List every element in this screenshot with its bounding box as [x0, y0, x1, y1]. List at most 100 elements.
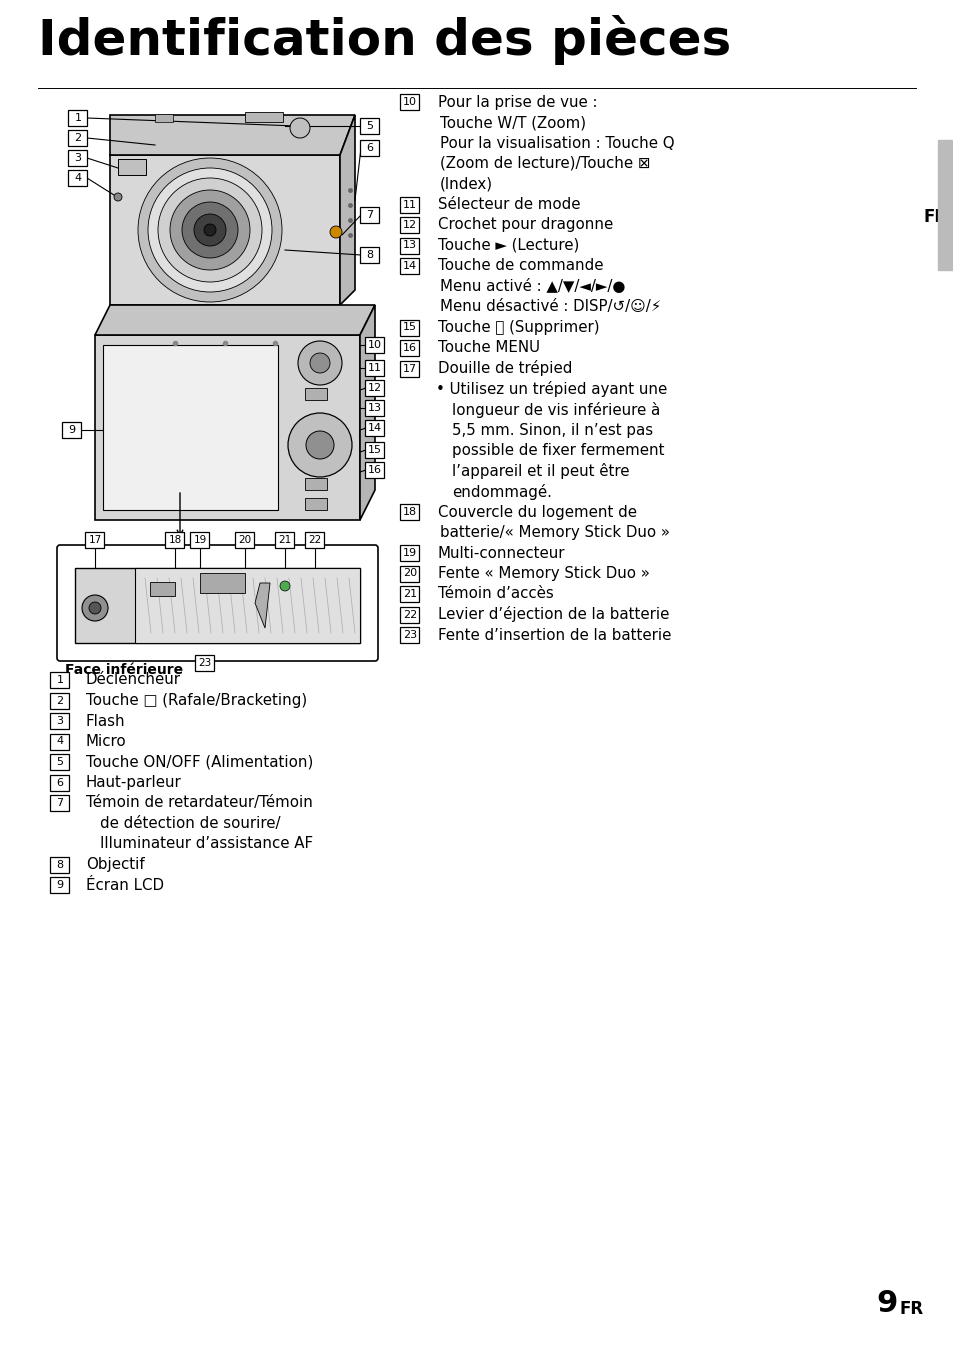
Circle shape [310, 352, 330, 373]
Circle shape [288, 413, 352, 477]
Text: 6: 6 [56, 777, 64, 788]
Text: Sélecteur de mode: Sélecteur de mode [437, 196, 579, 213]
Text: 4: 4 [74, 174, 81, 183]
Text: Touche ON/OFF (Alimentation): Touche ON/OFF (Alimentation) [86, 755, 313, 769]
Bar [400, 258, 419, 274]
Bar [51, 693, 70, 709]
Text: Levier d’éjection de la batterie: Levier d’éjection de la batterie [437, 607, 669, 623]
Text: Menu désactivé : DISP/↺/☺/⚡: Menu désactivé : DISP/↺/☺/⚡ [439, 300, 660, 315]
Text: 5: 5 [366, 121, 374, 130]
Text: FR: FR [899, 1301, 923, 1318]
Text: 4: 4 [56, 737, 64, 746]
Text: 10: 10 [368, 340, 381, 350]
Circle shape [204, 225, 215, 235]
Text: de détection de sourire/: de détection de sourire/ [100, 816, 280, 831]
Text: Couvercle du logement de: Couvercle du logement de [437, 504, 637, 519]
Text: Fente d’insertion de la batterie: Fente d’insertion de la batterie [437, 628, 671, 643]
Bar [51, 713, 70, 729]
Bar [51, 755, 70, 769]
Bar [51, 775, 70, 791]
Bar [51, 733, 70, 749]
Text: l’appareil et il peut être: l’appareil et il peut être [452, 463, 629, 479]
Text: 19: 19 [402, 547, 416, 558]
Text: Objectif: Objectif [86, 857, 145, 872]
Circle shape [182, 202, 237, 258]
Text: 9: 9 [876, 1289, 897, 1318]
Text: 13: 13 [402, 241, 416, 250]
Bar [69, 151, 88, 165]
Polygon shape [110, 155, 339, 305]
Circle shape [89, 603, 101, 615]
Bar [51, 877, 70, 893]
Bar [400, 340, 419, 356]
Bar [69, 130, 88, 147]
Polygon shape [254, 582, 270, 628]
Text: Touche MENU: Touche MENU [437, 340, 539, 355]
Bar [200, 573, 245, 593]
Polygon shape [339, 116, 355, 305]
Text: 18: 18 [168, 535, 181, 545]
Bar [365, 420, 384, 436]
Bar [165, 533, 184, 547]
Text: 21: 21 [402, 589, 416, 599]
Text: 7: 7 [56, 798, 64, 808]
Text: Douille de trépied: Douille de trépied [437, 360, 572, 377]
Bar [365, 381, 384, 395]
Text: 15: 15 [402, 323, 416, 332]
Text: 21: 21 [278, 535, 292, 545]
Text: 17: 17 [89, 535, 102, 545]
Bar [400, 607, 419, 623]
Text: Témoin de retardateur/Témoin: Témoin de retardateur/Témoin [86, 795, 313, 811]
Text: 12: 12 [402, 221, 416, 230]
Bar [69, 110, 88, 126]
Circle shape [170, 190, 250, 270]
Polygon shape [95, 305, 375, 335]
Text: Touche 🗑 (Supprimer): Touche 🗑 (Supprimer) [437, 320, 599, 335]
Bar [400, 238, 419, 253]
Text: 11: 11 [368, 363, 381, 373]
Text: 22: 22 [308, 535, 321, 545]
Bar [154, 114, 172, 122]
Text: Haut-parleur: Haut-parleur [86, 775, 182, 790]
Polygon shape [135, 568, 359, 643]
Bar [365, 360, 384, 377]
Text: 8: 8 [366, 250, 374, 260]
Bar [400, 320, 419, 335]
Text: longueur de vis inférieure à: longueur de vis inférieure à [452, 402, 659, 417]
Bar [150, 582, 174, 596]
Text: 19: 19 [193, 535, 207, 545]
Bar [51, 795, 70, 811]
Bar [51, 672, 70, 689]
Text: Écran LCD: Écran LCD [86, 877, 164, 893]
Text: FR: FR [923, 208, 947, 226]
Text: 15: 15 [368, 445, 381, 455]
Bar [365, 443, 384, 459]
Bar [360, 247, 379, 264]
Text: 18: 18 [402, 507, 416, 516]
Circle shape [280, 581, 290, 590]
Text: 6: 6 [366, 143, 374, 153]
Bar [400, 586, 419, 603]
Circle shape [290, 118, 310, 139]
Text: Menu activé : ▲/▼/◄/►/●: Menu activé : ▲/▼/◄/►/● [439, 278, 625, 295]
Bar [235, 533, 254, 547]
Bar [360, 207, 379, 223]
Bar [365, 461, 384, 477]
Text: 10: 10 [402, 97, 416, 108]
Text: Crochet pour dragonne: Crochet pour dragonne [437, 218, 613, 233]
Circle shape [330, 226, 341, 238]
Text: 22: 22 [402, 609, 416, 620]
Text: Flash: Flash [86, 713, 126, 729]
Bar [400, 94, 419, 110]
Bar [365, 338, 384, 352]
Circle shape [148, 168, 272, 292]
Circle shape [297, 342, 341, 385]
Bar [400, 627, 419, 643]
Text: (Zoom de lecture)/Touche ⊠: (Zoom de lecture)/Touche ⊠ [439, 156, 650, 171]
Text: Fente « Memory Stick Duo »: Fente « Memory Stick Duo » [437, 566, 649, 581]
Text: 13: 13 [368, 404, 381, 413]
Text: 1: 1 [56, 675, 64, 685]
Bar [86, 533, 105, 547]
Bar [51, 857, 70, 873]
Text: 20: 20 [238, 535, 252, 545]
